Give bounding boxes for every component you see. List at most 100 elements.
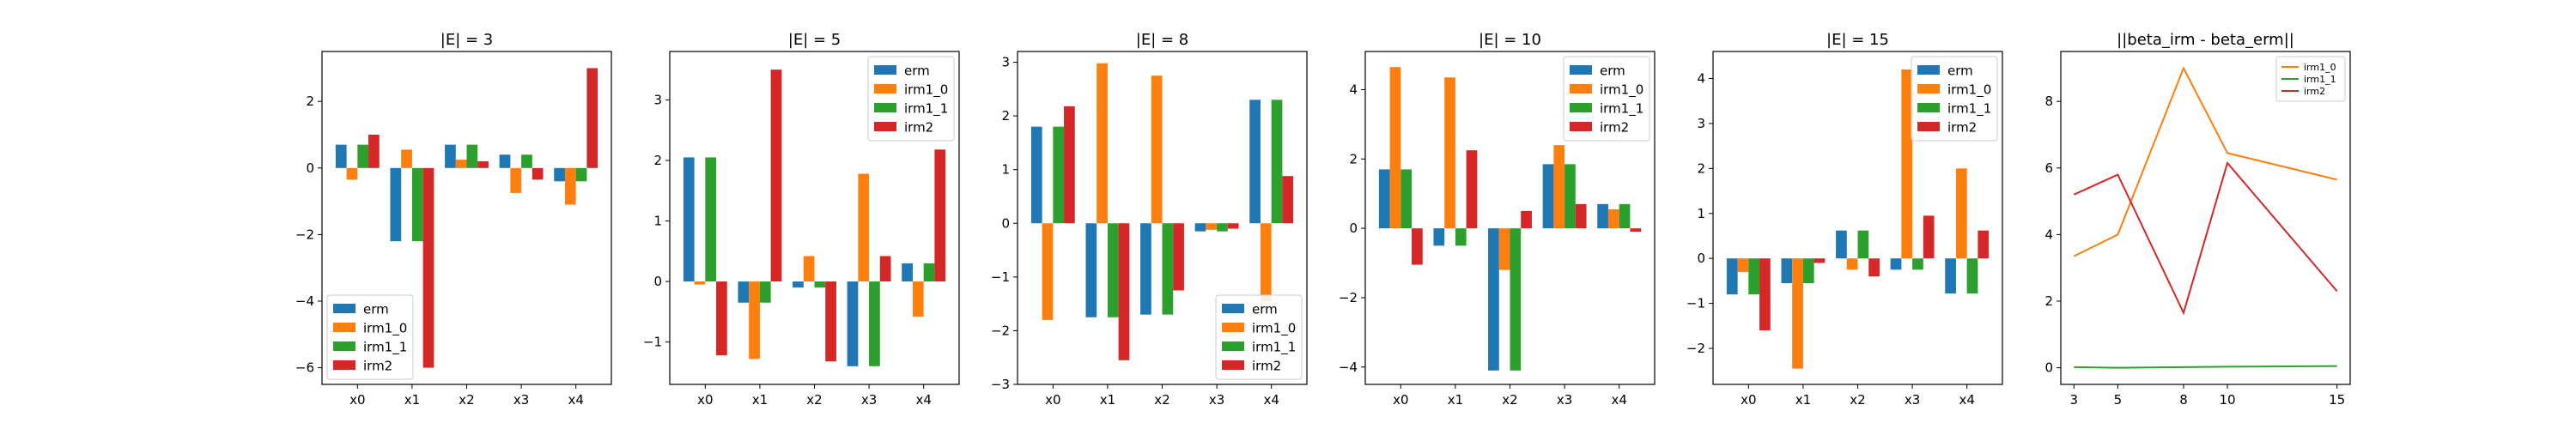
bar-irm1_1	[1162, 223, 1174, 315]
bar-irm2	[1978, 230, 1990, 259]
bar-erm	[902, 263, 913, 282]
x-tick-label: x0	[697, 392, 713, 408]
x-tick-label: x4	[1959, 392, 1974, 408]
bar-erm	[1836, 230, 1847, 259]
legend-swatch-irm2	[1917, 122, 1940, 131]
x-tick-label: x1	[1448, 392, 1463, 408]
bar-irm2	[1173, 223, 1184, 291]
x-tick-label: x1	[1100, 392, 1115, 408]
x-tick-label: x3	[861, 392, 877, 408]
bar-erm	[1781, 258, 1793, 284]
y-tick-label: −6	[295, 360, 314, 376]
y-tick-label: −1	[643, 335, 662, 350]
line-irm1_0	[2073, 65, 2337, 257]
subplot-4: |E| = 10 −4 −2 0 2 4 x0 x1 x2 x3 x4 erm irm1_0 irm1_1…	[1339, 31, 1656, 408]
x-tick-label: x1	[752, 392, 768, 408]
subplot-1: |E| = 3 −6 −4 −2 0 2 x0 x1 x2 x3 x4 erm irm1_0 irm1_1…	[295, 31, 612, 408]
subplot-6: ||beta_irm - beta_erm|| 0 2 4 6 8 3 5 8 10 15 irm1_…	[2044, 31, 2351, 408]
x-tick-label: 10	[2219, 392, 2235, 408]
legend-label: irm2	[2304, 86, 2325, 97]
x-tick-label: 8	[2179, 392, 2188, 408]
bar-irm2	[1630, 228, 1642, 233]
bar-erm	[445, 144, 456, 168]
bar-irm1_0	[1260, 223, 1272, 301]
y-tick-label: 2	[306, 94, 314, 109]
legend-swatch-irm1_1	[874, 103, 896, 112]
legend-label: irm1_1	[1600, 100, 1643, 117]
bar-irm2	[770, 69, 782, 282]
axes-frame	[1017, 51, 1308, 385]
axes-frame	[2060, 51, 2351, 385]
x-tick-label: x2	[459, 392, 474, 408]
bar-irm1_1	[1510, 228, 1522, 371]
legend-box	[326, 294, 414, 380]
bar-erm	[1140, 223, 1151, 315]
legend-swatch-irm1_0	[333, 323, 355, 332]
bar-irm1_1	[1053, 126, 1065, 224]
bar-irm1_0	[1553, 145, 1565, 229]
y-tick-label: −2	[295, 227, 314, 242]
bar-irm1_1	[1107, 223, 1119, 317]
bar-irm2	[1759, 258, 1771, 331]
legend-label: erm	[363, 301, 389, 317]
bar-irm2	[879, 256, 891, 282]
legend-label: irm1_1	[1947, 100, 1991, 117]
x-tick-label: x3	[513, 392, 529, 408]
x-tick-label: x3	[1557, 392, 1572, 408]
legend-label: erm	[1600, 63, 1625, 78]
y-tick-label: 2	[2044, 293, 2053, 309]
legend: erm irm1_0 irm1_1 irm2	[1911, 56, 1998, 142]
bar-irm1_0	[510, 167, 522, 193]
bar-irm2	[586, 68, 598, 168]
legend-swatch-irm1_1	[1222, 341, 1244, 351]
x-tick-label: x1	[404, 392, 420, 408]
bar-irm1_1	[814, 281, 826, 288]
legend: erm irm1_0 irm1_1 irm2	[326, 294, 414, 380]
chart-title: |E| = 15	[1826, 31, 1889, 49]
bar-irm1_0	[1498, 228, 1510, 270]
bar-irm2	[1868, 258, 1880, 277]
bar-irm1_1	[1857, 230, 1869, 259]
bar-erm	[499, 154, 511, 168]
x-tick-label: 15	[2329, 392, 2345, 408]
legend-label: irm2	[363, 358, 392, 373]
y-tick-label: 1	[1001, 162, 1010, 178]
legend-label: irm1_0	[2304, 62, 2336, 73]
bar-irm2	[1814, 258, 1826, 263]
bar-irm1_0	[1151, 76, 1163, 224]
y-tick-label: 2	[1697, 160, 1705, 176]
x-tick-label: x3	[1209, 392, 1224, 408]
y-tick-label: −2	[991, 323, 1010, 338]
x-tick-label: x0	[1393, 392, 1408, 408]
bar-irm1_1	[923, 263, 935, 282]
bar-erm	[1542, 164, 1554, 229]
chart-title: |E| = 8	[1136, 31, 1188, 49]
y-tick-label: −3	[991, 377, 1010, 392]
legend-label: irm1_1	[1252, 339, 1296, 355]
y-tick-label: 0	[2044, 360, 2053, 376]
legend-swatch-irm2	[1222, 360, 1244, 370]
bar-irm2	[1282, 176, 1294, 224]
bar-irm2	[1575, 203, 1587, 229]
legend-label: irm2	[1252, 358, 1281, 373]
bar-irm2	[368, 135, 380, 168]
subplot-2: |E| = 5 −1 0 1 2 3 x0 x1 x2 x3 x4 erm irm1_0 irm1_1ir…	[643, 31, 960, 408]
legend: erm irm1_0 irm1_1 irm2	[1563, 56, 1650, 142]
subplot-5: |E| = 15 −2 −1 0 1 2 3 4 x0 x1 x2 x3 x4 erm irm1_0 irm1…	[1686, 31, 2003, 408]
bar-erm	[683, 157, 695, 282]
bar-irm1_1	[1564, 164, 1576, 229]
bar-irm1_0	[1792, 258, 1803, 369]
bar-erm	[1030, 126, 1042, 224]
bar-erm	[1890, 258, 1902, 270]
y-tick-label: 3	[1697, 116, 1705, 131]
legend-swatch-irm1_0	[1222, 323, 1244, 332]
x-tick-label: x4	[1263, 392, 1279, 408]
legend-label: irm1_1	[904, 100, 948, 117]
y-tick-label: 0	[1001, 215, 1010, 231]
bar-erm	[1194, 223, 1206, 232]
y-tick-label: 8	[2044, 94, 2053, 109]
bar-irm1_0	[749, 281, 760, 360]
legend-label: irm1_0	[1947, 82, 1991, 98]
bar-irm2	[1412, 228, 1423, 265]
y-tick-label: 1	[1697, 206, 1705, 221]
